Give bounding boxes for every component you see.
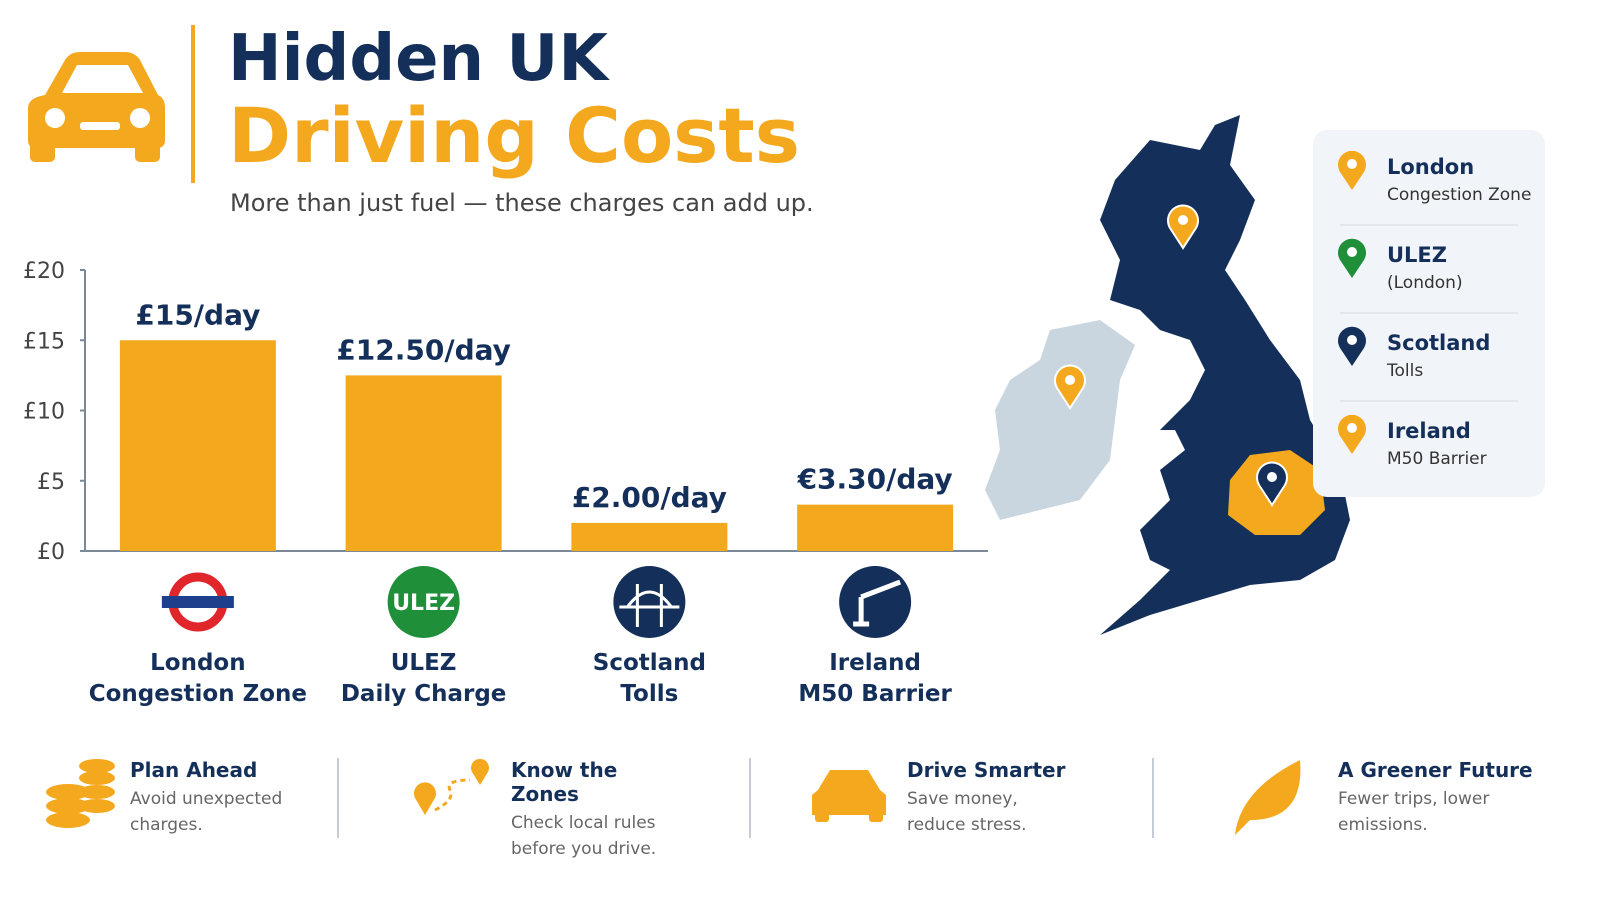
bar-chart: £0 £5 £10 £15 £20 £15/day London Congestion Zon… xyxy=(23,259,988,707)
tip: Know the Zones Check local rules before y… xyxy=(511,758,681,862)
tip-title: Plan Ahead xyxy=(130,758,258,782)
legend: London Congestion Zone ULEZ (London) Scotlan… xyxy=(1337,150,1531,469)
category-icon: ULEZ xyxy=(387,566,460,638)
value-label: £2.00/day xyxy=(572,481,727,514)
icon-circle xyxy=(613,566,686,638)
tip-text: Fewer trips, lower emissions. xyxy=(1338,789,1490,835)
value-label: £12.50/day xyxy=(336,333,511,366)
x-tick-label: London Congestion Zone xyxy=(89,650,307,707)
legend-pin xyxy=(1337,326,1366,366)
legend-pin xyxy=(1337,414,1366,454)
legend-title: Ireland xyxy=(1387,419,1471,443)
y-tick-label: £0 xyxy=(37,540,65,565)
legend-subtitle: Congestion Zone xyxy=(1387,185,1531,205)
icon-bar xyxy=(161,596,234,608)
category-icon xyxy=(613,566,686,638)
legend-pin xyxy=(1337,150,1366,190)
legend-pin xyxy=(1337,238,1366,278)
tip: Drive Smarter Save money, reduce stress. xyxy=(907,758,1077,838)
category-icon xyxy=(839,566,912,638)
bar xyxy=(797,504,954,551)
y-tick-label: £10 xyxy=(23,400,65,425)
y-tick-label: £5 xyxy=(37,470,65,495)
legend-pin-dot xyxy=(1347,423,1357,433)
icon-bridge xyxy=(619,584,680,627)
bar xyxy=(119,340,276,551)
x-tick-label: Scotland Tolls xyxy=(593,650,706,707)
label-line: ULEZ xyxy=(391,650,457,676)
tip-title: Know the Zones xyxy=(511,758,618,806)
label-line: Congestion Zone xyxy=(89,681,307,707)
category-icon xyxy=(161,572,234,632)
label-line: London xyxy=(150,650,245,676)
badge-text: ULEZ xyxy=(392,591,455,616)
tip: A Greener Future Fewer trips, lower emiss… xyxy=(1338,758,1538,838)
legend-subtitle: Tolls xyxy=(1386,361,1423,381)
label-line: Ireland xyxy=(829,650,921,676)
value-label: €3.30/day xyxy=(797,463,953,496)
legend-pin-dot xyxy=(1347,159,1357,169)
label-line: Tolls xyxy=(620,681,678,707)
tip-icons xyxy=(46,758,1301,835)
legend-pin-dot xyxy=(1347,335,1357,345)
tip: Plan Ahead Avoid unexpected charges. xyxy=(130,758,300,838)
tip-separators xyxy=(337,758,1154,838)
icon-barrier xyxy=(853,579,902,627)
label-line: Daily Charge xyxy=(341,681,507,707)
bar xyxy=(345,375,502,551)
title: Hidden UK xyxy=(228,22,610,96)
title: Driving Costs xyxy=(228,91,800,180)
label-line: Scotland xyxy=(593,650,706,676)
map xyxy=(985,115,1350,635)
label-line: M50 Barrier xyxy=(798,681,952,707)
car-icon xyxy=(28,52,165,162)
icon-circle xyxy=(839,566,912,638)
tip-title: A Greener Future xyxy=(1338,758,1533,782)
y-tick-label: £20 xyxy=(23,259,65,284)
x-tick-label: Ireland M50 Barrier xyxy=(798,650,952,707)
tip-text: Check local rules before you drive. xyxy=(511,813,657,859)
legend-title: Scotland xyxy=(1387,331,1490,355)
icon-circle xyxy=(387,566,460,638)
x-tick-label: ULEZ Daily Charge xyxy=(341,650,507,707)
legend-pin-dot xyxy=(1347,247,1357,257)
y-tick-label: £15 xyxy=(23,329,65,354)
tip-text: Save money, reduce stress. xyxy=(907,789,1027,835)
tip-title: Drive Smarter xyxy=(907,758,1066,782)
tip-text: Avoid unexpected charges. xyxy=(130,789,283,835)
bar xyxy=(571,522,728,551)
legend-subtitle: M50 Barrier xyxy=(1387,449,1487,469)
subtitle: More than just fuel — these charges can … xyxy=(230,189,814,217)
legend-subtitle: (London) xyxy=(1387,273,1463,293)
legend-title: London xyxy=(1387,155,1474,179)
legend-title: ULEZ xyxy=(1387,243,1447,267)
value-label: £15/day xyxy=(135,298,260,331)
